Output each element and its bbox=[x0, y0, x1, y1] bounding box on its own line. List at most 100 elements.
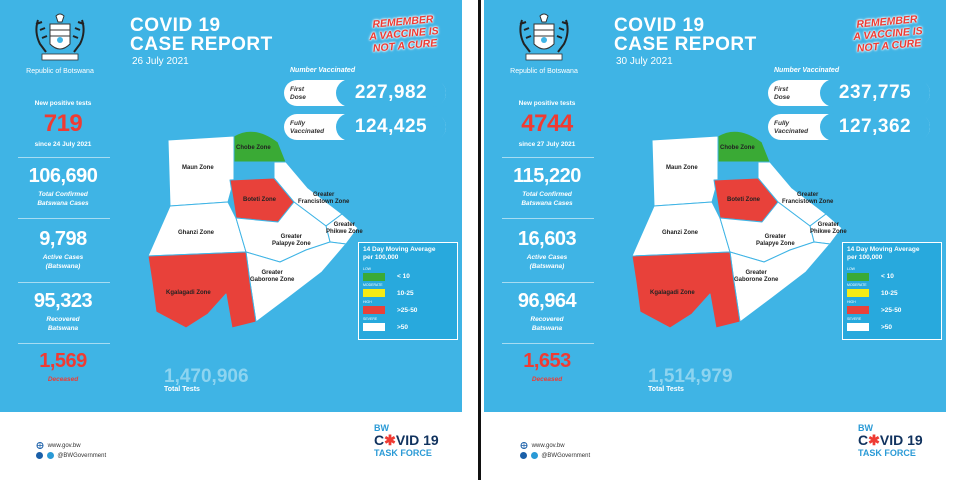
deceased-label: Deceased bbox=[47, 376, 79, 383]
legend-swatch-severe bbox=[847, 323, 869, 331]
map-zone-kgalagadi bbox=[631, 251, 741, 329]
legend-swatch-moderate bbox=[847, 289, 869, 297]
zone-label-maun: Maun Zone bbox=[666, 165, 698, 171]
website-link[interactable]: www.gov.bw bbox=[520, 442, 565, 449]
report-title-line2: CASE REPORT bbox=[614, 34, 757, 55]
zone-francistown-2: Francistown Zone bbox=[782, 199, 834, 205]
social-handle[interactable]: @BWGovernment bbox=[36, 452, 106, 459]
legend-swatch-low bbox=[847, 273, 869, 281]
zone-label-chobe: Chobe Zone bbox=[236, 145, 271, 151]
map-zone-ghanzi bbox=[631, 201, 731, 257]
tf-bw-text: BW bbox=[858, 423, 873, 433]
divider bbox=[502, 282, 594, 283]
divider bbox=[502, 218, 594, 219]
active-cases-value: 9,798 bbox=[39, 228, 87, 250]
total-confirmed-value: 115,220 bbox=[513, 165, 581, 187]
divider bbox=[18, 282, 110, 283]
zone-phikwe-2: Phikwe Zone bbox=[326, 229, 363, 235]
legend-title-1: 14 Day Moving Average bbox=[847, 246, 920, 253]
zone-label-chobe: Chobe Zone bbox=[720, 145, 755, 151]
legend-label-severe: >50 bbox=[881, 324, 893, 331]
legend-tag-moderate: MODERATE bbox=[363, 283, 383, 287]
fully-label-1: Fully bbox=[774, 120, 790, 127]
country-name: Republic of Botswana bbox=[510, 68, 578, 75]
total-tests-value: 1,470,906 bbox=[164, 366, 249, 387]
fully-label-1: Fully bbox=[290, 120, 306, 127]
virus-icon: ✱ bbox=[868, 432, 880, 448]
risk-legend: 14 Day Moving Average per 100,000 LOW < … bbox=[358, 242, 458, 340]
zone-label-palapye: Greater Palapye Zone bbox=[756, 234, 795, 248]
coat-of-arms-icon bbox=[519, 13, 569, 61]
fully-label-2: Vaccinated bbox=[774, 128, 809, 135]
zone-label-phikwe: Greater Phikwe Zone bbox=[810, 222, 847, 236]
tf-covid-text: C✱VID 19 bbox=[858, 433, 938, 448]
legend-label-moderate: 10-25 bbox=[397, 290, 414, 297]
legend-tag-low: LOW bbox=[847, 267, 855, 271]
map-zone-maun bbox=[167, 135, 235, 207]
divider bbox=[502, 343, 594, 344]
zone-phikwe-1: Greater bbox=[817, 222, 840, 228]
first-dose-label: First Dose bbox=[774, 86, 790, 102]
first-dose-value: 237,775 bbox=[820, 79, 930, 107]
panel-divider bbox=[478, 0, 481, 480]
zone-palapye-1: Greater bbox=[764, 234, 787, 240]
zone-gaborone-1: Greater bbox=[261, 270, 283, 276]
legend-title: 14 Day Moving Average per 100,000 bbox=[363, 246, 436, 262]
legend-label-severe: >50 bbox=[397, 324, 409, 331]
deceased-value: 1,653 bbox=[523, 350, 571, 372]
botswana-zone-map bbox=[147, 130, 359, 329]
task-force-logo: BW C✱VID 19 TASK FORCE bbox=[374, 424, 454, 459]
zone-phikwe-2: Phikwe Zone bbox=[810, 229, 847, 235]
active-label-2: (Batswana) bbox=[45, 263, 81, 270]
first-dose-label-1: First bbox=[774, 86, 789, 93]
first-dose-pill: First Dose 227,982 bbox=[284, 79, 446, 107]
website-link[interactable]: www.gov.bw bbox=[36, 442, 81, 449]
fully-vaccinated-value: 124,425 bbox=[336, 113, 446, 141]
new-positive-value: 4744 bbox=[521, 110, 573, 137]
fully-vaccinated-label: Fully Vaccinated bbox=[290, 120, 324, 136]
globe-icon bbox=[36, 442, 44, 449]
legend-tag-moderate: MODERATE bbox=[847, 283, 867, 287]
remember-banner: REMEMBER A VACCINE IS NOT A CURE bbox=[361, 12, 448, 55]
country-name: Republic of Botswana bbox=[26, 68, 94, 75]
map-zone-chobe bbox=[717, 130, 771, 163]
first-dose-pill: First Dose 237,775 bbox=[768, 79, 930, 107]
active-cases-label: Active Cases (Batswana) bbox=[492, 253, 602, 271]
website-text: www.gov.bw bbox=[47, 443, 81, 450]
total-confirmed-label-2: Batswana Cases bbox=[521, 200, 573, 207]
legend-swatch-high bbox=[363, 306, 385, 314]
legend-label-low: < 10 bbox=[881, 273, 894, 280]
total-tests-value: 1,514,979 bbox=[648, 366, 733, 387]
total-confirmed-label-1: Total Confirmed bbox=[522, 191, 572, 198]
active-cases-label: Active Cases (Batswana) bbox=[8, 253, 118, 271]
since-date: since 24 July 2021 bbox=[34, 141, 92, 148]
botswana-zone-map bbox=[631, 130, 843, 329]
report-panel-30-july: Republic of Botswana COVID 19 CASE REPOR… bbox=[484, 0, 960, 480]
tf-task-force-text: TASK FORCE bbox=[858, 448, 916, 458]
new-tests-label: New positive tests bbox=[518, 100, 576, 107]
report-title-line1: COVID 19 bbox=[130, 15, 221, 36]
social-handle[interactable]: @BWGovernment bbox=[520, 452, 590, 459]
divider bbox=[502, 157, 594, 158]
zone-label-gaborone: Greater Gaborone Zone bbox=[734, 270, 778, 284]
total-confirmed-value: 106,690 bbox=[28, 165, 98, 187]
map-zone-ghanzi bbox=[147, 201, 247, 257]
recovered-label-2: Batswana bbox=[531, 325, 563, 332]
virus-icon: ✱ bbox=[384, 432, 396, 448]
fully-vaccinated-value: 127,362 bbox=[820, 113, 930, 141]
legend-tag-severe: SEVERE bbox=[847, 317, 862, 321]
zone-label-phikwe: Greater Phikwe Zone bbox=[326, 222, 363, 236]
legend-title: 14 Day Moving Average per 100,000 bbox=[847, 246, 920, 262]
task-force-logo: BW C✱VID 19 TASK FORCE bbox=[858, 423, 938, 459]
zone-label-francistown: Greater Francistown Zone bbox=[298, 192, 349, 206]
first-dose-value: 227,982 bbox=[336, 79, 446, 107]
active-label-2: (Batswana) bbox=[529, 263, 565, 270]
deceased-label: Deceased bbox=[531, 376, 563, 383]
active-label-1: Active Cases bbox=[42, 254, 84, 261]
first-dose-label-2: Dose bbox=[774, 94, 790, 101]
legend-tag-high: HIGH bbox=[847, 300, 856, 304]
total-confirmed-label: Total Confirmed Batswana Cases bbox=[492, 190, 602, 208]
zone-palapye-2: Palapye Zone bbox=[272, 241, 311, 247]
footer bbox=[0, 412, 476, 480]
zone-palapye-2: Palapye Zone bbox=[756, 241, 795, 247]
